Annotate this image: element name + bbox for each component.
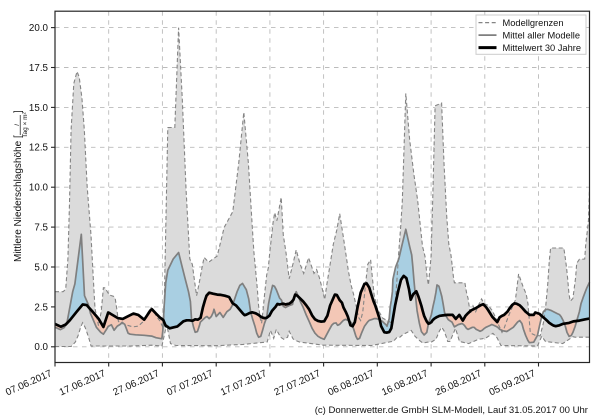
svg-text:Mittel aller Modelle: Mittel aller Modelle — [503, 30, 581, 40]
svg-text:2.5: 2.5 — [34, 302, 48, 313]
svg-text:Tag × m²: Tag × m² — [22, 111, 29, 137]
svg-text:]: ] — [13, 110, 24, 113]
svg-text:5.0: 5.0 — [34, 262, 48, 273]
svg-text:20.0: 20.0 — [29, 23, 49, 34]
svg-text:l: l — [14, 124, 21, 126]
svg-text:12.5: 12.5 — [29, 143, 49, 154]
svg-text:(c) Donnerwetter.de GmbH SLM-M: (c) Donnerwetter.de GmbH SLM-Modell, Lau… — [315, 405, 589, 416]
svg-text:17.5: 17.5 — [29, 63, 49, 74]
svg-text:Mittlere Niederschlagshöhe [: Mittlere Niederschlagshöhe [ — [13, 135, 24, 262]
svg-text:10.0: 10.0 — [29, 183, 49, 194]
svg-text:15.0: 15.0 — [29, 103, 49, 114]
svg-text:Mittelwert 30 Jahre: Mittelwert 30 Jahre — [503, 43, 582, 53]
svg-text:7.5: 7.5 — [34, 223, 48, 234]
svg-text:Modellgrenzen: Modellgrenzen — [503, 18, 564, 28]
svg-text:0.0: 0.0 — [34, 342, 48, 353]
